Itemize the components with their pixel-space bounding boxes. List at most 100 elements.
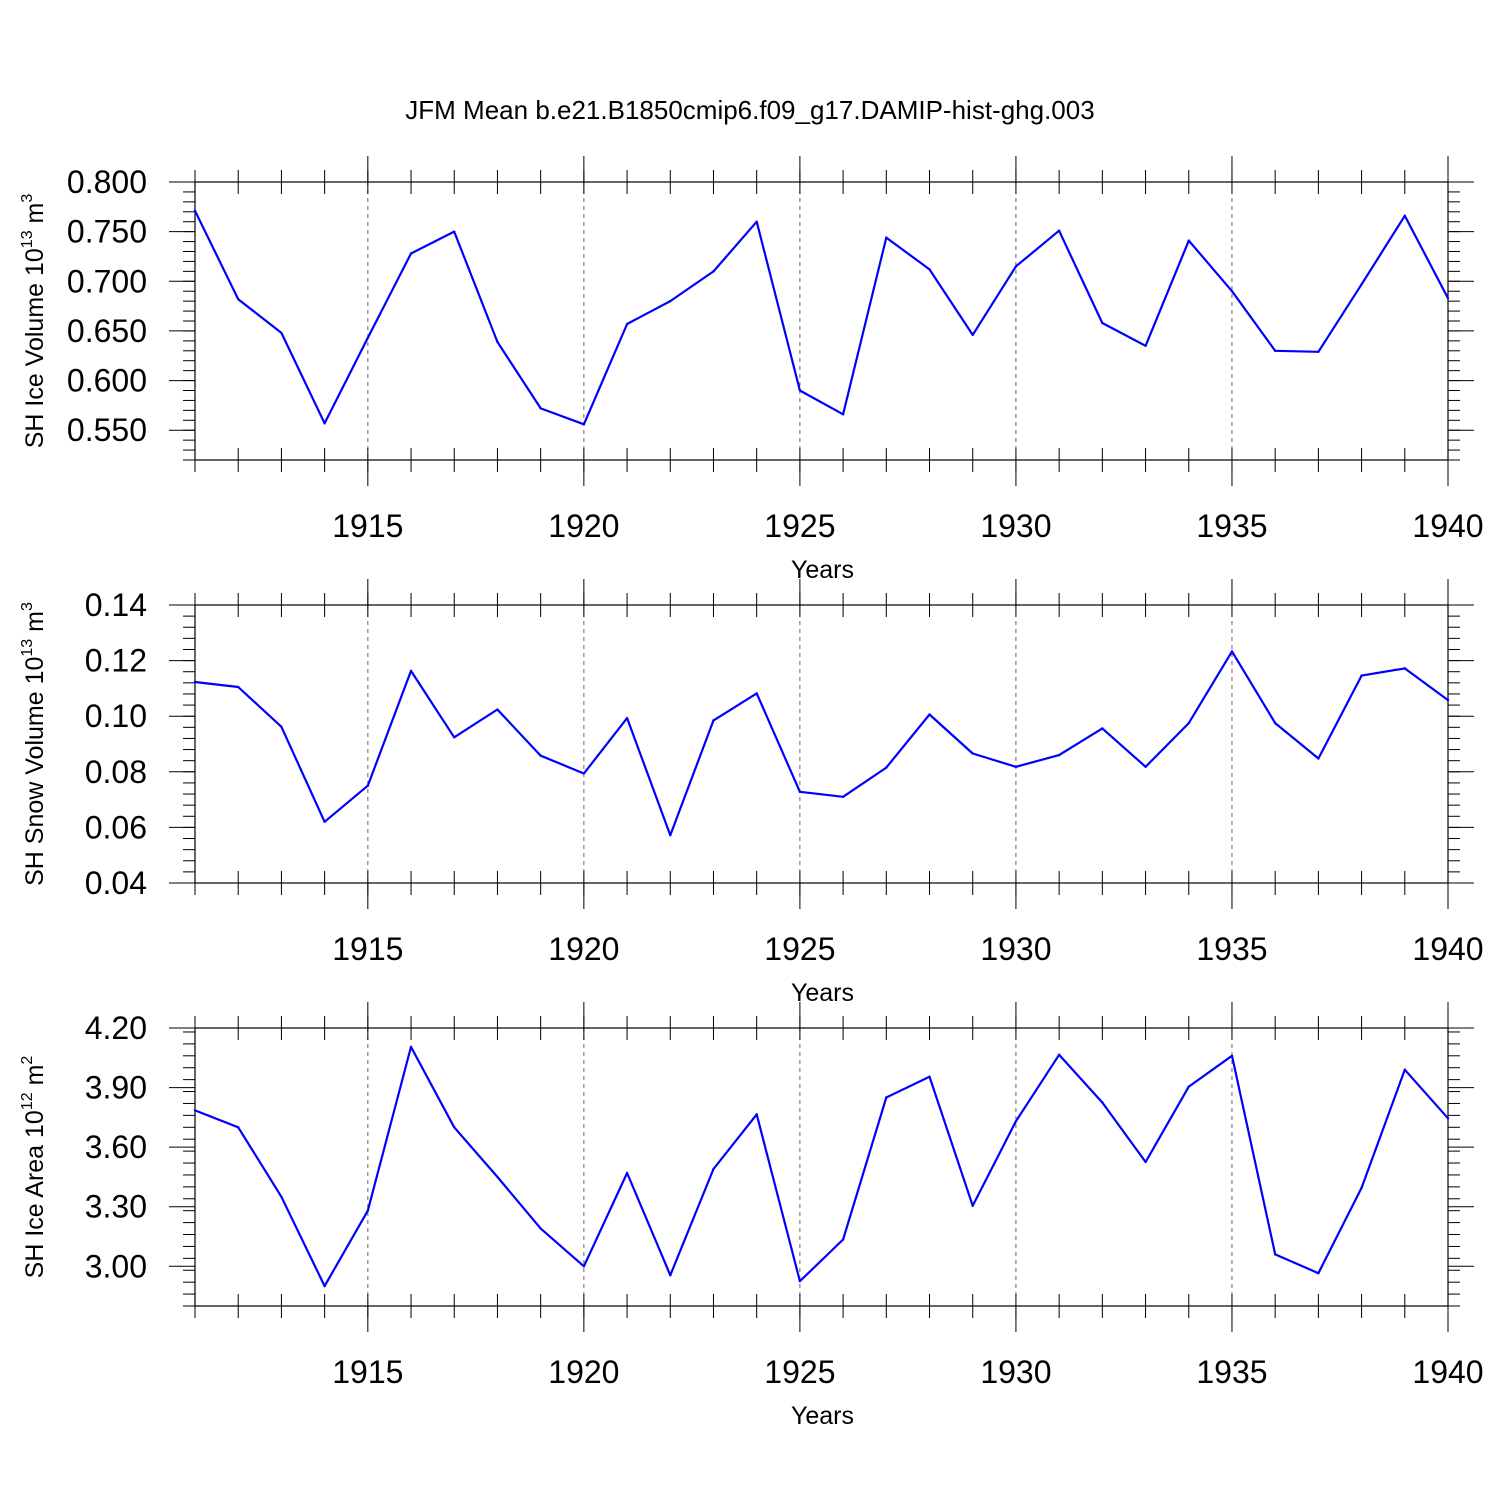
x-tick-label: 1925: [764, 1354, 835, 1390]
data-point: [1057, 229, 1061, 232]
data-point: [755, 220, 758, 223]
y-tick-label: 0.650: [67, 313, 147, 349]
data-series-line: [194, 1045, 1449, 1288]
y-tick-label: 3.30: [85, 1189, 147, 1225]
data-point: [798, 790, 802, 794]
data-point: [366, 1209, 370, 1212]
data-point: [1144, 765, 1147, 768]
x-tick-label: 1930: [980, 508, 1051, 544]
data-point: [280, 331, 283, 335]
data-point: [971, 1204, 974, 1207]
data-point: [237, 685, 240, 689]
x-axis-label: Years: [791, 979, 854, 1007]
data-point: [885, 236, 888, 239]
x-tick-label: 1930: [980, 931, 1051, 967]
data-point: [1403, 667, 1406, 670]
data-point: [841, 795, 845, 799]
y-axis-label-superscript: 2: [19, 1056, 36, 1065]
data-point: [1187, 239, 1190, 242]
data-series-line: [194, 210, 1449, 426]
data-point: [1230, 1054, 1234, 1058]
y-tick-label: 0.550: [67, 412, 147, 448]
data-point: [971, 333, 974, 337]
y-axis-label-superscript: 13: [19, 639, 36, 657]
y-tick-label: 3.00: [85, 1248, 147, 1284]
data-point: [1273, 349, 1277, 352]
y-tick-label: 0.08: [85, 754, 147, 790]
data-point: [1317, 350, 1320, 353]
x-tick-label: 1940: [1412, 508, 1483, 544]
data-point: [280, 725, 283, 728]
data-point: [323, 422, 326, 425]
y-tick-label: 0.700: [67, 263, 147, 299]
x-tick-label: 1940: [1412, 1354, 1483, 1390]
data-point: [496, 340, 499, 344]
data-point: [453, 1126, 456, 1129]
x-tick-label: 1930: [980, 1354, 1051, 1390]
data-point: [1014, 1120, 1018, 1123]
data-point: [885, 1096, 888, 1099]
data-point: [193, 1109, 197, 1112]
y-axis-label: SH Ice Area 1012 m2: [19, 1056, 49, 1279]
x-axis-label: Years: [791, 556, 854, 584]
data-point: [928, 268, 931, 271]
y-tick-label: 0.600: [67, 363, 147, 399]
x-axis-label: Years: [791, 1402, 854, 1430]
data-point: [1101, 1101, 1104, 1104]
data-point: [409, 252, 413, 255]
data-point: [841, 413, 845, 416]
data-point: [453, 230, 456, 233]
chart-panel-3: 3.00 3.30 3.60 3.90 4.20 1915 1920 1925 1930 1935…: [19, 1002, 1484, 1430]
x-tick-label: 1920: [548, 931, 619, 967]
data-point: [582, 1265, 586, 1268]
data-point: [1101, 727, 1104, 730]
data-point: [237, 1126, 240, 1129]
data-point: [539, 754, 542, 757]
data-point: [409, 669, 413, 673]
data-point: [1317, 757, 1320, 760]
data-point: [1230, 290, 1234, 293]
data-point: [1446, 296, 1450, 300]
x-tick-label: 1935: [1196, 508, 1267, 544]
data-point: [625, 322, 629, 326]
data-series-line: [194, 650, 1449, 837]
data-point: [798, 1279, 802, 1283]
data-point: [755, 692, 758, 695]
y-tick-label: 4.20: [85, 1010, 147, 1046]
y-axis-label: SH Ice Volume 1013 m3: [19, 194, 49, 449]
data-point: [1403, 214, 1406, 217]
data-point: [1187, 721, 1190, 725]
data-point: [625, 716, 629, 720]
data-point: [669, 299, 672, 303]
data-point: [1360, 1186, 1363, 1190]
data-point: [1144, 1160, 1147, 1164]
data-point: [1273, 1253, 1277, 1256]
y-axis-label-superscript: 13: [19, 230, 36, 248]
data-point: [280, 1195, 283, 1198]
y-axis-label: SH Snow Volume 1013 m3: [19, 602, 49, 886]
data-point: [841, 1238, 845, 1241]
data-point: [193, 209, 197, 212]
data-point: [1317, 1272, 1320, 1275]
y-tick-label: 0.10: [85, 698, 147, 734]
data-point: [366, 784, 370, 787]
data-point: [755, 1113, 758, 1116]
y-axis-label-superscript: 3: [19, 602, 36, 611]
data-point: [1187, 1085, 1190, 1088]
y-axis-label-part: m: [21, 611, 49, 639]
data-point: [582, 772, 586, 775]
data-point: [971, 752, 974, 755]
x-tick-label: 1925: [764, 508, 835, 544]
data-point: [409, 1045, 413, 1049]
x-tick-label: 1915: [332, 1354, 403, 1390]
data-point: [712, 270, 715, 273]
data-point: [323, 820, 326, 824]
data-point: [539, 407, 542, 410]
data-point: [496, 1175, 499, 1179]
data-point: [1057, 753, 1061, 757]
y-axis-label-part: m: [21, 1065, 49, 1093]
data-point: [669, 1274, 672, 1277]
plot-frame: [194, 181, 1449, 461]
data-point: [1014, 765, 1018, 768]
